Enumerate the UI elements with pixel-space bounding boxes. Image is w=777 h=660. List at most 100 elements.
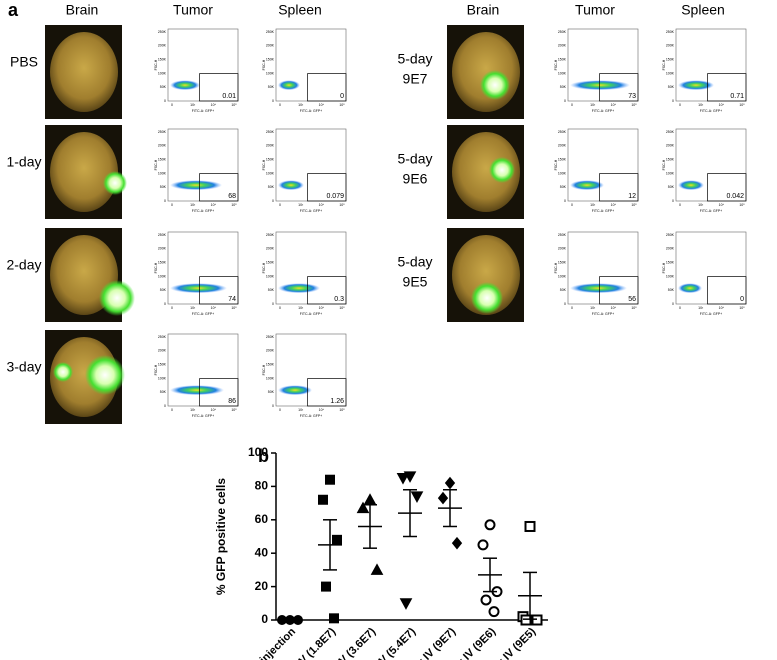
flow-frame (675, 28, 747, 102)
flow-x-tick-label: 10⁴ (319, 203, 325, 207)
row-label: 1-day (6, 154, 41, 170)
data-point (437, 491, 449, 505)
gfp-signal (103, 171, 127, 195)
row-label: 9E5 (403, 274, 428, 290)
flow-y-tick-label: 50K (160, 185, 167, 189)
flow-y-tick-label: 50K (560, 185, 567, 189)
data-point (410, 491, 424, 503)
panel-label: b (258, 446, 269, 466)
flow-x-tick-label: 10⁵ (739, 203, 745, 207)
flow-y-tick-label: 0 (564, 302, 566, 306)
flow-y-label: FSC-H (262, 364, 266, 375)
data-point (531, 614, 543, 626)
flow-y-tick-label: 250K (666, 130, 675, 134)
flow-y-tick-label: 50K (668, 85, 675, 89)
flow-y-tick-label: 50K (268, 85, 275, 89)
flow-gate (307, 276, 347, 305)
flow-x-label: FITC-A: GFP+ (192, 414, 214, 418)
flow-y-tick-label: 0 (672, 302, 674, 306)
flow-y-tick-label: 100K (158, 376, 167, 380)
flow-x-tick-label: 10⁵ (339, 203, 345, 207)
flow-y-tick-label: 100K (158, 71, 167, 75)
flow-frame (675, 231, 747, 305)
flow-x-tick-label: 0 (279, 203, 281, 207)
flow-y-tick-label: 150K (158, 363, 167, 367)
flow-density (278, 180, 304, 191)
flow-x-tick-label: 0 (279, 103, 281, 107)
flow-y-tick-label: 100K (158, 171, 167, 175)
gate-value: 0 (340, 93, 344, 100)
flow-y-tick-label: 100K (266, 274, 275, 278)
flow-y-tick-label: 0 (272, 302, 274, 306)
panel-label: a (8, 0, 19, 20)
gfp-signal (99, 280, 135, 316)
flow-x-tick-label: 10⁵ (631, 306, 637, 310)
row-label: 5-day (397, 51, 432, 67)
flow-x-tick-label: 10⁴ (319, 408, 325, 412)
flow-x-tick-label: 10³ (190, 306, 196, 310)
flow-x-tick-label: 10³ (190, 203, 196, 207)
flow-x-tick-label: 0 (679, 306, 681, 310)
gfp-signal (489, 157, 515, 183)
flow-y-tick-label: 50K (268, 185, 275, 189)
flow-density (170, 283, 227, 294)
brain-image (452, 132, 520, 212)
row-label: PBS (10, 54, 38, 70)
flow-y-tick-label: 100K (266, 71, 275, 75)
flow-y-tick-label: 50K (668, 185, 675, 189)
y-tick-label: 60 (255, 512, 269, 526)
gfp-signal (53, 362, 73, 382)
brain-image (452, 32, 520, 112)
gate-value: 0.01 (222, 93, 236, 100)
flow-density (278, 385, 312, 396)
flow-y-label: FSC-H (554, 262, 558, 273)
flow-y-label: FSC-H (154, 59, 158, 70)
flow-density (678, 283, 702, 294)
flow-y-tick-label: 200K (158, 247, 167, 251)
y-tick-label: 0 (261, 612, 268, 626)
flow-x-tick-label: 10⁵ (739, 103, 745, 107)
flow-density (170, 180, 222, 191)
flow-y-tick-label: 150K (266, 261, 275, 265)
flow-y-tick-label: 150K (666, 158, 675, 162)
flow-x-tick-label: 0 (171, 103, 173, 107)
flow-x-label: FITC-A: GFP+ (192, 209, 214, 213)
data-point (370, 563, 384, 575)
flow-y-tick-label: 0 (564, 199, 566, 203)
gate-value: 73 (628, 93, 636, 100)
flow-x-tick-label: 10⁴ (611, 103, 617, 107)
flow-y-label: FSC-H (662, 159, 666, 170)
brain-image (452, 235, 520, 315)
flow-gate (707, 173, 747, 202)
flow-x-tick-label: 0 (279, 408, 281, 412)
flow-y-tick-label: 100K (666, 274, 675, 278)
brain-image (50, 132, 118, 212)
x-tick-label: no injection (246, 626, 298, 660)
flow-x-label: FITC-A: GFP+ (300, 414, 322, 418)
flow-y-tick-label: 150K (158, 158, 167, 162)
flow-y-tick-label: 150K (666, 261, 675, 265)
flow-density (570, 80, 630, 91)
flow-x-tick-label: 10³ (298, 203, 304, 207)
flow-x-tick-label: 10⁵ (739, 306, 745, 310)
y-tick-label: 100 (248, 445, 268, 459)
row-label: 3-day (6, 359, 41, 375)
flow-x-tick-label: 10⁵ (339, 408, 345, 412)
flow-gate (199, 73, 239, 102)
gate-value: 0.71 (730, 93, 744, 100)
flow-y-tick-label: 50K (668, 288, 675, 292)
flow-y-tick-label: 200K (558, 44, 567, 48)
flow-x-tick-label: 10⁴ (211, 306, 217, 310)
flow-density (678, 180, 704, 191)
flow-y-tick-label: 0 (164, 199, 166, 203)
flow-y-tick-label: 100K (558, 71, 567, 75)
data-point (524, 520, 536, 532)
brain-image (50, 32, 118, 112)
data-point (399, 598, 413, 610)
flow-x-label: FITC-A: GFP+ (592, 209, 614, 213)
flow-x-tick-label: 0 (571, 103, 573, 107)
column-header: Brain (66, 2, 99, 18)
flow-frame (275, 128, 347, 202)
flow-x-tick-label: 10⁵ (339, 306, 345, 310)
data-point (520, 614, 532, 626)
